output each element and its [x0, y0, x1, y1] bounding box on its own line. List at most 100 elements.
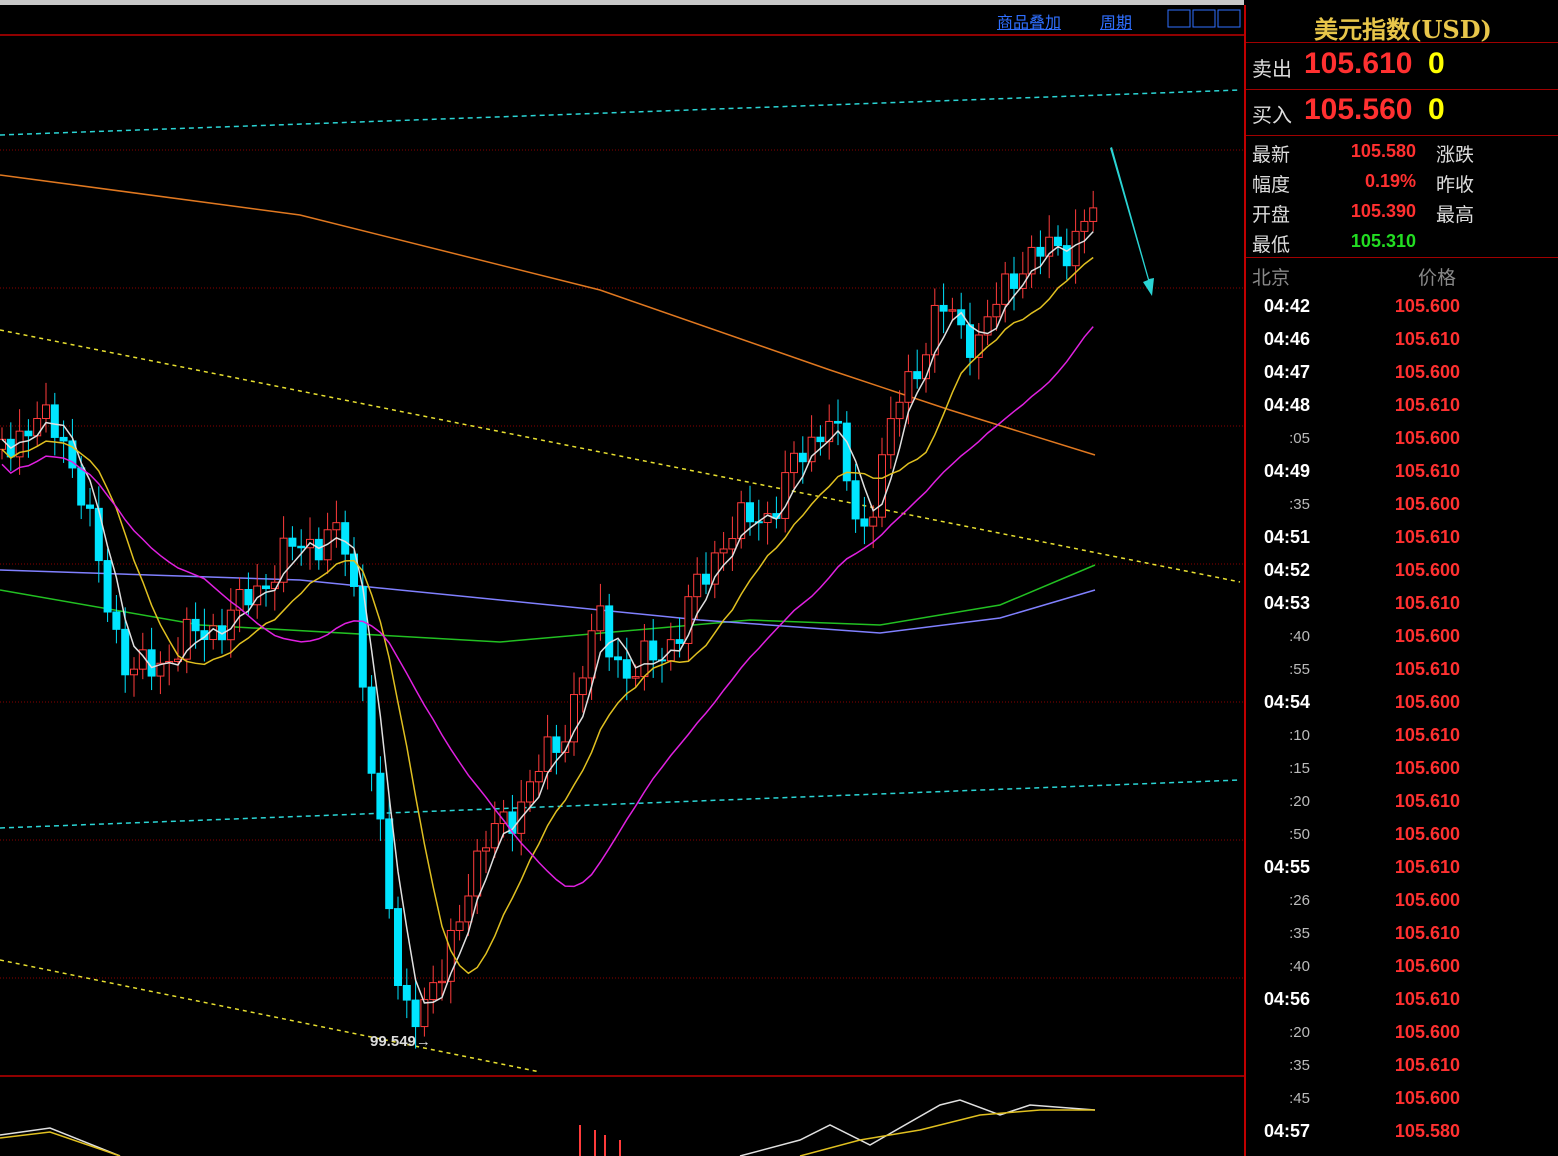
candle-body	[490, 823, 499, 849]
candle-body	[1054, 236, 1062, 247]
candle-body	[1045, 236, 1054, 257]
candle-body	[886, 418, 895, 456]
tick-time: 04:57	[1263, 1121, 1310, 1141]
candle-body	[710, 552, 719, 585]
buy-label: 买入	[1252, 103, 1292, 127]
toolbar-icons[interactable]	[1167, 9, 1241, 28]
tick-price: 105.610	[1394, 791, 1460, 811]
ma-line	[1, 256, 1094, 975]
tick-time: :45	[1289, 1090, 1310, 1107]
candle-body	[1062, 245, 1071, 267]
candle-body	[1080, 220, 1089, 232]
candle-body	[121, 628, 130, 676]
icon-split[interactable]	[1217, 9, 1241, 28]
candle-body	[473, 850, 482, 897]
candle-body	[561, 741, 570, 753]
stat-label: 昨收	[1436, 174, 1475, 196]
tick-time: 04:49	[1263, 461, 1310, 481]
tick-price: 105.610	[1394, 989, 1460, 1009]
candle-body	[376, 772, 385, 820]
candle-body	[314, 538, 323, 561]
candle-body	[411, 999, 420, 1028]
indicator-line	[739, 1099, 1096, 1156]
candle-body	[631, 676, 640, 679]
candle-body	[130, 668, 138, 676]
candle-body	[200, 630, 209, 641]
tick-time: 04:55	[1263, 857, 1310, 877]
candle-body	[719, 548, 728, 554]
candle-body	[693, 573, 702, 598]
trend-line	[0, 959, 541, 1073]
candle-body	[675, 639, 684, 644]
arrow	[1110, 147, 1154, 296]
candle-body	[790, 452, 798, 474]
tick-price: 105.600	[1394, 1022, 1460, 1042]
low-annotation: 99.549→	[370, 1033, 431, 1050]
candle-body	[860, 518, 869, 527]
candle-body	[746, 502, 754, 523]
stat-value: 105.310	[1350, 231, 1416, 251]
tick-price: 105.600	[1394, 560, 1460, 580]
stat-value: 105.580	[1350, 141, 1416, 161]
tick-price: 105.610	[1394, 593, 1460, 613]
icon-left[interactable]	[1167, 9, 1191, 28]
candle-body	[1089, 207, 1098, 222]
toolbar-link[interactable]: 商品叠加	[997, 13, 1062, 32]
ticks-header: 北京	[1252, 267, 1291, 289]
candle-body	[147, 649, 156, 677]
candle-body	[895, 401, 904, 420]
stat-value: 0.19%	[1364, 171, 1416, 191]
candle-body	[1018, 273, 1027, 289]
indicator-line	[0, 1127, 121, 1156]
tick-price: 105.610	[1394, 659, 1460, 679]
candle-body	[182, 618, 191, 660]
candle-body	[614, 656, 622, 661]
candle-body	[728, 538, 737, 550]
tick-time: :40	[1289, 628, 1310, 645]
stat-label: 涨跌	[1436, 144, 1475, 166]
candle-body	[499, 811, 508, 825]
tick-time: :55	[1289, 661, 1310, 678]
tick-price: 105.610	[1394, 923, 1460, 943]
buy-price: 105.560	[1304, 93, 1413, 126]
tick-price: 105.600	[1394, 626, 1460, 646]
tick-price: 105.610	[1394, 527, 1460, 547]
candle-body	[534, 770, 543, 783]
candle-body	[878, 454, 886, 518]
tick-time: :35	[1289, 496, 1310, 513]
tick-time: :26	[1289, 892, 1310, 909]
candle-body	[262, 585, 270, 590]
candle-body	[50, 404, 59, 438]
tick-time: :15	[1289, 760, 1310, 777]
candle-body	[737, 502, 746, 540]
tick-time: :20	[1289, 1024, 1310, 1041]
stat-label: 开盘	[1252, 204, 1291, 226]
candle-body	[1027, 246, 1036, 275]
candle-body	[332, 522, 341, 531]
toolbar-link[interactable]: 周期	[1100, 13, 1133, 32]
candle-body	[807, 436, 816, 463]
sell-qty: 0	[1428, 47, 1445, 80]
candle-body	[24, 430, 33, 437]
ma-line	[1, 326, 1094, 888]
candle-body	[464, 895, 473, 923]
icon-right[interactable]	[1192, 9, 1216, 28]
candle-body	[966, 324, 974, 358]
tick-time: :10	[1289, 727, 1310, 744]
tick-price: 105.610	[1394, 725, 1460, 745]
tick-time: :35	[1289, 925, 1310, 942]
candle-body	[1071, 230, 1080, 267]
candle-body	[587, 630, 596, 679]
candle-body	[385, 818, 394, 910]
tick-price: 105.610	[1394, 461, 1460, 481]
tick-price: 105.600	[1394, 362, 1460, 382]
candle-body	[869, 516, 878, 527]
ma-line	[1, 231, 1094, 1004]
candle-body	[948, 309, 957, 312]
candle-body	[1036, 246, 1045, 257]
candle-body	[77, 467, 86, 506]
candle-body	[429, 982, 438, 1001]
candle-body	[438, 980, 446, 984]
ma-line	[0, 569, 1096, 634]
